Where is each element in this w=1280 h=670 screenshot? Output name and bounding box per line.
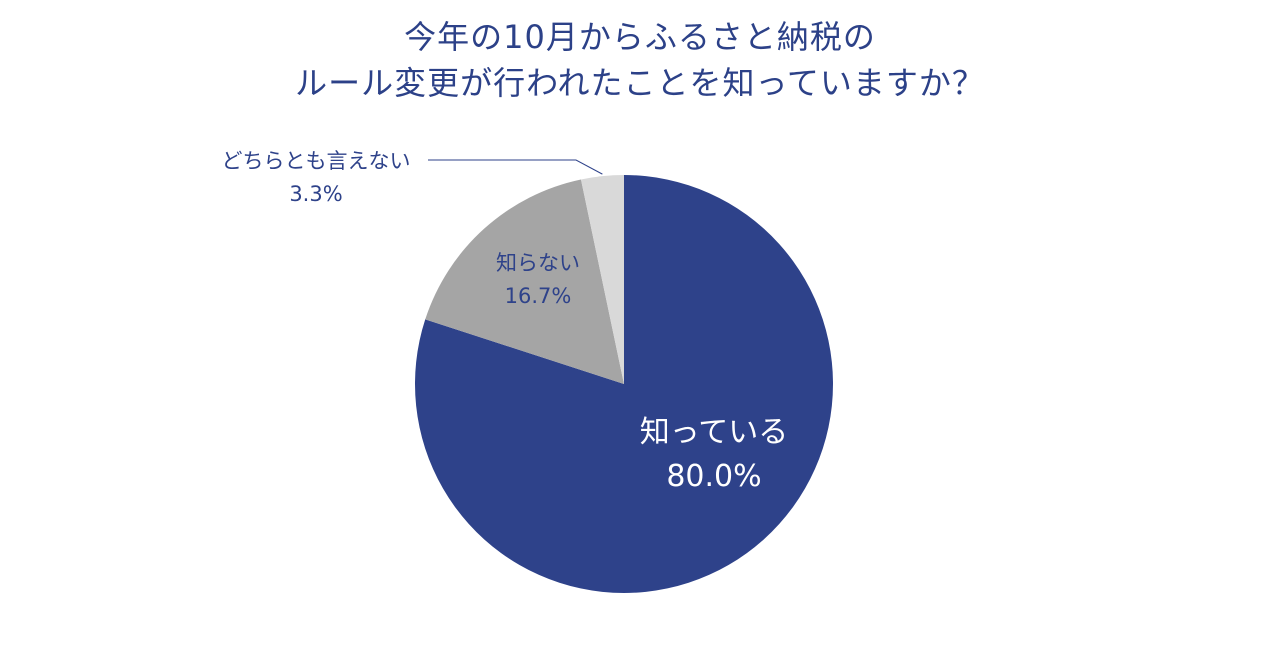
slice-value-2: 16.7%: [505, 284, 572, 308]
pie-slice-2: [425, 179, 624, 384]
chart-title-line-1: 今年の10月からふるさと納税の: [404, 18, 876, 56]
slice-value-3: 3.3%: [289, 182, 342, 206]
pie-slice-1: [414, 175, 833, 593]
slice-label-1: 知っている: [640, 415, 789, 450]
slice-label-3: どちらとも言えない: [222, 149, 411, 173]
slice-label-2: 知らない: [496, 251, 580, 275]
chart-title-line-2: ルール変更が行われたことを知っていますか？: [295, 64, 985, 102]
chart-title: 今年の10月からふるさと納税の ルール変更が行われたことを知っていますか？: [0, 14, 1280, 106]
pie-slice-3: [580, 175, 624, 384]
slice-leader-line-3: [428, 159, 603, 175]
slice-value-1: 80.0%: [666, 459, 761, 494]
